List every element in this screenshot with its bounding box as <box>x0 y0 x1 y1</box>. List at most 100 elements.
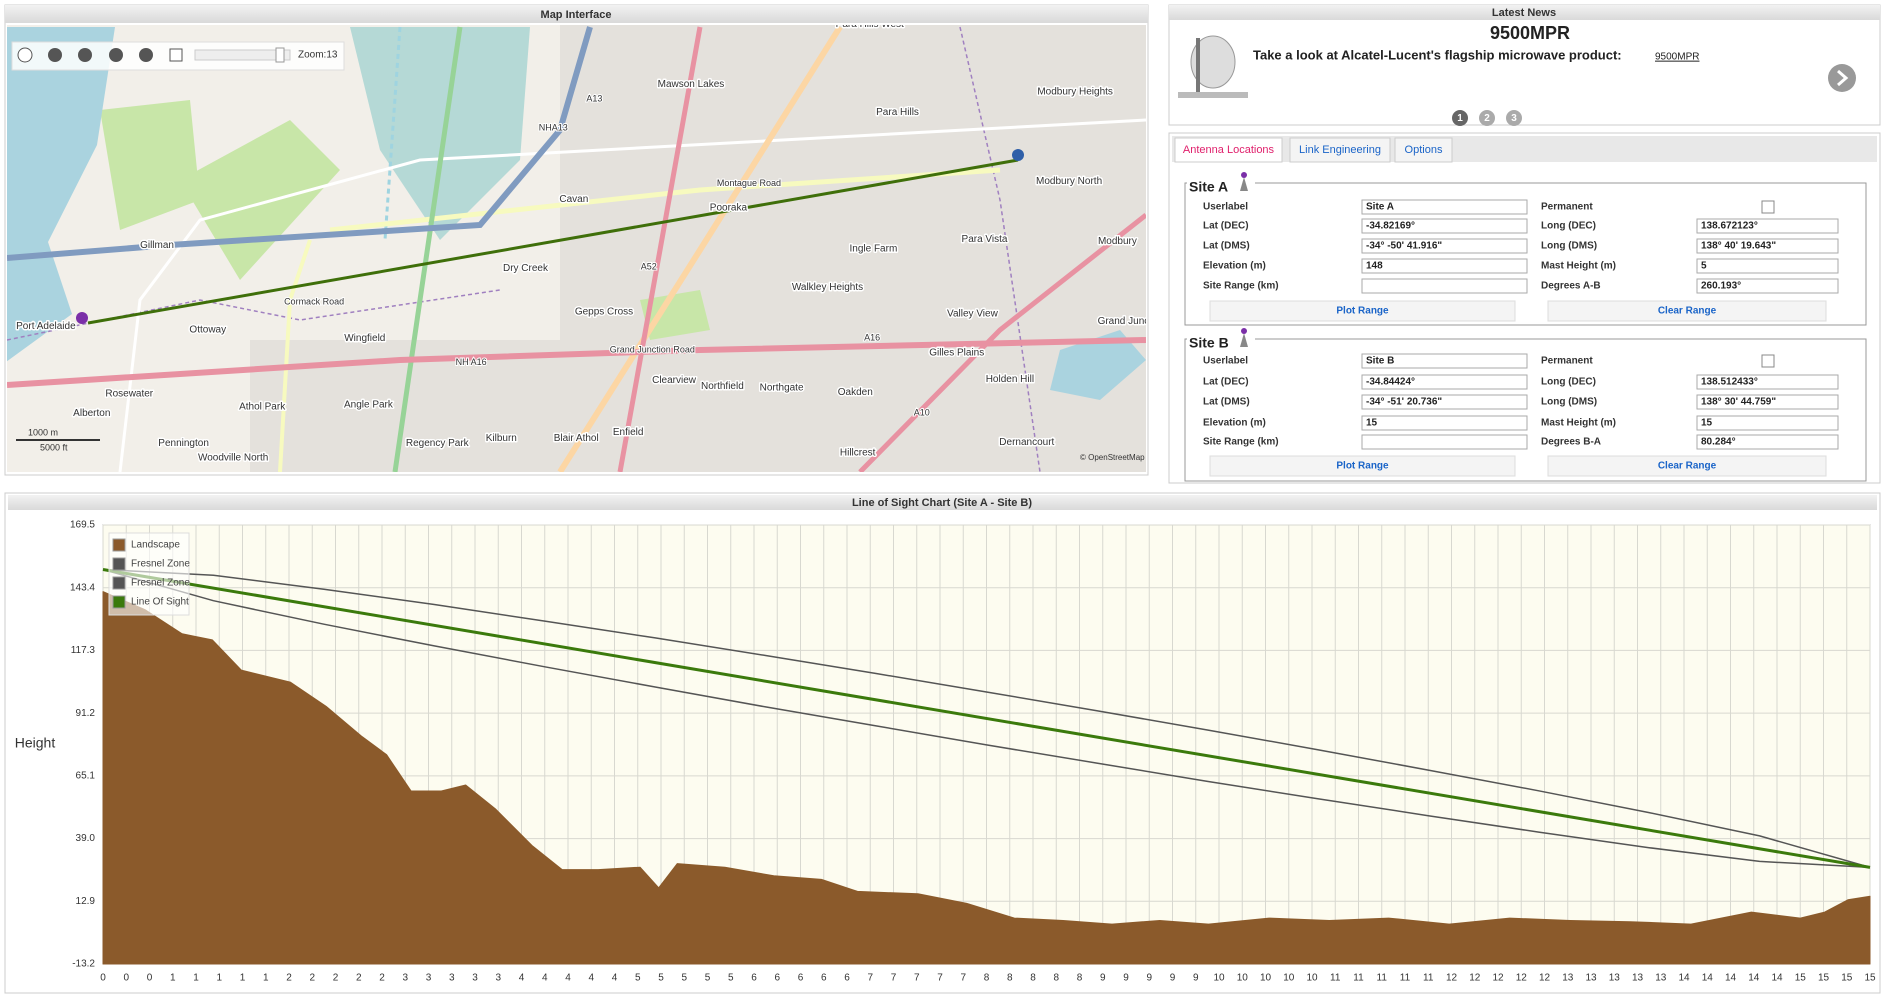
x-tick-label: 11 <box>1353 973 1364 984</box>
road <box>858 213 1146 472</box>
pager-label: 3 <box>1511 113 1517 124</box>
text-input[interactable] <box>1696 258 1839 274</box>
chart-header <box>8 495 1877 510</box>
pager-dot[interactable] <box>1479 110 1495 126</box>
pager-dot[interactable] <box>1452 110 1468 126</box>
x-tick-label: 13 <box>1655 973 1667 984</box>
pan-right[interactable] <box>139 48 153 62</box>
legend-swatch <box>112 538 126 552</box>
text-input[interactable] <box>1696 238 1839 254</box>
x-tick-label: 11 <box>1330 973 1341 984</box>
zoom-button[interactable] <box>17 47 33 63</box>
home-button[interactable] <box>169 48 183 62</box>
checkbox[interactable] <box>1761 200 1775 214</box>
text-input[interactable] <box>1696 394 1839 410</box>
x-tick-label: 0 <box>147 973 153 984</box>
zoom-slider[interactable] <box>194 49 291 61</box>
x-tick-label: 13 <box>1562 973 1574 984</box>
text-input[interactable] <box>1361 434 1528 450</box>
place-label: Enfield <box>613 427 644 438</box>
place-label: Wingfield <box>344 333 385 344</box>
place-label: Cavan <box>559 194 588 205</box>
line <box>102 568 1871 869</box>
site-forms: Site A Userlabel Site A Permanent Lat (DEC) -… <box>1184 172 1867 482</box>
site-b-pin[interactable] <box>1012 149 1024 161</box>
y-tick-label: 65.1 <box>76 770 96 781</box>
field-label: Lat (DMS) <box>1203 241 1250 252</box>
button-label: Clear Range <box>1658 461 1717 472</box>
x-tick-label: 2 <box>333 973 339 984</box>
x-tick-label: 3 <box>402 973 408 984</box>
pan-up[interactable] <box>78 48 92 62</box>
text-input[interactable] <box>1696 218 1839 234</box>
text-input[interactable] <box>1361 258 1528 274</box>
tab[interactable] <box>1289 137 1391 163</box>
line <box>102 568 1871 869</box>
place-label: Gilles Plains <box>929 347 984 358</box>
pager-dot[interactable] <box>1506 110 1522 126</box>
checkbox[interactable] <box>1761 354 1775 368</box>
button[interactable] <box>1209 455 1516 477</box>
place-label: Walkley Heights <box>792 282 863 293</box>
x-tick-label: 5 <box>728 973 734 984</box>
place-label: Athol Park <box>239 402 286 413</box>
news-title: Latest News <box>1492 7 1556 19</box>
text-input[interactable] <box>1361 278 1528 294</box>
place-label: Para Hills West <box>836 19 904 30</box>
text-input[interactable] <box>1361 238 1528 254</box>
text-input[interactable] <box>1361 218 1528 234</box>
text-input[interactable] <box>1361 394 1528 410</box>
fieldset <box>1184 182 1867 326</box>
y-tick-label: 143.4 <box>70 582 95 593</box>
field-label: Userlabel <box>1203 202 1248 213</box>
input-value: -34° -50' 41.916" <box>1366 241 1442 252</box>
site-title: Site B <box>1189 335 1229 351</box>
input-value: -34.82169° <box>1366 221 1415 232</box>
road <box>278 239 312 472</box>
site-a-pin[interactable] <box>76 312 88 324</box>
place-label: Modbury Heights <box>1037 86 1113 97</box>
residential <box>560 25 1146 472</box>
next-button[interactable] <box>1828 64 1856 92</box>
text-input[interactable] <box>1696 415 1839 431</box>
x-tick-label: 10 <box>1260 973 1272 984</box>
x-tick-label: 12 <box>1446 973 1458 984</box>
text-input[interactable] <box>1361 353 1528 369</box>
road <box>329 167 1001 233</box>
tab[interactable] <box>1174 137 1283 163</box>
button-label: Plot Range <box>1336 461 1389 472</box>
x-tick-label: 2 <box>286 973 292 984</box>
text-input[interactable] <box>1696 374 1839 390</box>
button[interactable] <box>1209 300 1516 322</box>
pan-left[interactable] <box>48 48 62 62</box>
next-arrow <box>1837 69 1849 87</box>
zoom-label: Zoom:13 <box>298 50 338 61</box>
text-input[interactable] <box>1696 278 1839 294</box>
legend-swatch <box>112 595 126 609</box>
zoom-handle[interactable] <box>275 47 285 63</box>
place-label: Modbury North <box>1036 176 1102 187</box>
button[interactable] <box>1547 300 1827 322</box>
input-value: 138.512433° <box>1701 377 1758 388</box>
legend-swatch <box>112 576 126 590</box>
button[interactable] <box>1547 455 1827 477</box>
road-label: Cormack Road <box>284 296 344 306</box>
x-tick-label: 10 <box>1237 973 1249 984</box>
text-input[interactable] <box>1696 434 1839 450</box>
park <box>100 100 200 230</box>
x-tick-label: 13 <box>1585 973 1597 984</box>
pan-down[interactable] <box>109 48 123 62</box>
field-label: Site Range (km) <box>1203 281 1279 292</box>
fieldset <box>1184 338 1867 482</box>
text-input[interactable] <box>1361 374 1528 390</box>
news-headline: 9500MPR <box>1490 23 1570 43</box>
x-tick-label: 5 <box>705 973 711 984</box>
news-link[interactable]: 9500MPR <box>1655 52 1699 63</box>
place-label: Pennington <box>158 438 209 449</box>
text-input[interactable] <box>1361 199 1528 215</box>
tab[interactable] <box>1394 137 1453 163</box>
text-input[interactable] <box>1361 415 1528 431</box>
map[interactable]: Para Hills West Mawson Lakes Para Hills Mod… <box>6 19 1149 472</box>
